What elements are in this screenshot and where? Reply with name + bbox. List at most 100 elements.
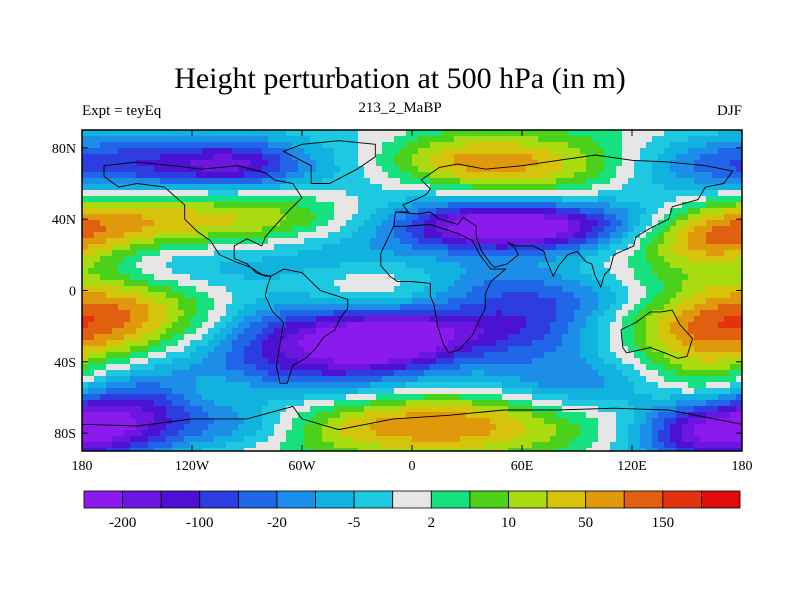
field-cell <box>130 328 137 335</box>
field-cell <box>136 292 143 299</box>
field-cell <box>598 172 605 179</box>
field-cell <box>670 166 677 173</box>
field-cell <box>634 244 641 251</box>
field-cell <box>118 298 125 305</box>
field-cell <box>88 160 95 167</box>
field-cell <box>700 298 707 305</box>
field-cell <box>682 232 689 239</box>
field-cell <box>652 292 659 299</box>
field-cell <box>208 262 215 269</box>
field-cell <box>676 166 683 173</box>
field-cell <box>640 238 647 245</box>
field-cell <box>508 274 515 281</box>
field-cell <box>382 274 389 281</box>
field-cell <box>724 322 731 329</box>
field-cell <box>616 280 623 287</box>
field-cell <box>394 316 401 323</box>
field-cell <box>94 400 101 407</box>
field-cell <box>406 178 413 185</box>
field-cell <box>256 340 263 347</box>
field-cell <box>406 388 413 395</box>
field-cell <box>664 136 671 143</box>
field-cell <box>274 250 281 257</box>
field-cell <box>526 148 533 155</box>
field-cell <box>376 280 383 287</box>
field-cell <box>154 274 161 281</box>
field-cell <box>448 322 455 329</box>
field-cell <box>112 340 119 347</box>
field-cell <box>532 208 539 215</box>
field-cell <box>286 214 293 221</box>
field-cell <box>124 382 131 389</box>
field-cell <box>160 238 167 245</box>
field-cell <box>160 310 167 317</box>
field-cell <box>478 322 485 329</box>
field-cell <box>508 292 515 299</box>
field-cell <box>328 388 335 395</box>
field-cell <box>286 256 293 263</box>
field-cell <box>148 346 155 353</box>
field-cell <box>430 382 437 389</box>
field-cell <box>430 322 437 329</box>
field-cell <box>502 136 509 143</box>
field-cell <box>364 220 371 227</box>
field-cell <box>694 232 701 239</box>
field-cell <box>178 238 185 245</box>
field-cell <box>256 346 263 353</box>
field-cell <box>538 304 545 311</box>
field-cell <box>262 160 269 167</box>
field-cell <box>100 244 107 251</box>
field-cell <box>664 142 671 149</box>
field-cell <box>148 262 155 269</box>
field-cell <box>148 316 155 323</box>
field-cell <box>364 256 371 263</box>
field-cell <box>532 220 539 227</box>
field-cell <box>604 166 611 173</box>
field-cell <box>232 304 239 311</box>
field-cell <box>280 202 287 209</box>
field-cell <box>574 256 581 263</box>
field-cell <box>100 358 107 365</box>
field-cell <box>340 244 347 251</box>
field-cell <box>616 232 623 239</box>
field-cell <box>142 154 149 161</box>
field-cell <box>604 310 611 317</box>
field-cell <box>268 292 275 299</box>
field-cell <box>718 364 725 371</box>
field-cell <box>100 340 107 347</box>
field-cell <box>706 136 713 143</box>
field-cell <box>238 250 245 257</box>
field-cell <box>436 154 443 161</box>
field-cell <box>100 214 107 221</box>
field-cell <box>376 172 383 179</box>
field-cell <box>658 304 665 311</box>
field-cell <box>358 304 365 311</box>
field-cell <box>400 292 407 299</box>
field-cell <box>376 160 383 167</box>
field-cell <box>658 298 665 305</box>
field-cell <box>586 310 593 317</box>
field-cell <box>688 238 695 245</box>
field-cell <box>436 340 443 347</box>
field-cell <box>616 322 623 329</box>
field-cell <box>646 322 653 329</box>
field-cell <box>160 214 167 221</box>
field-cell <box>184 340 191 347</box>
field-cell <box>178 130 185 137</box>
field-cell <box>250 208 257 215</box>
field-cell <box>262 256 269 263</box>
field-cell <box>286 142 293 149</box>
field-cell <box>166 130 173 137</box>
field-cell <box>346 292 353 299</box>
field-cell <box>256 160 263 167</box>
field-cell <box>580 244 587 251</box>
field-cell <box>358 292 365 299</box>
field-cell <box>340 238 347 245</box>
field-cell <box>292 346 299 353</box>
field-cell <box>124 286 131 293</box>
field-cell <box>130 388 137 395</box>
field-cell <box>94 274 101 281</box>
field-cell <box>238 154 245 161</box>
field-cell <box>364 322 371 329</box>
field-cell <box>310 196 317 203</box>
